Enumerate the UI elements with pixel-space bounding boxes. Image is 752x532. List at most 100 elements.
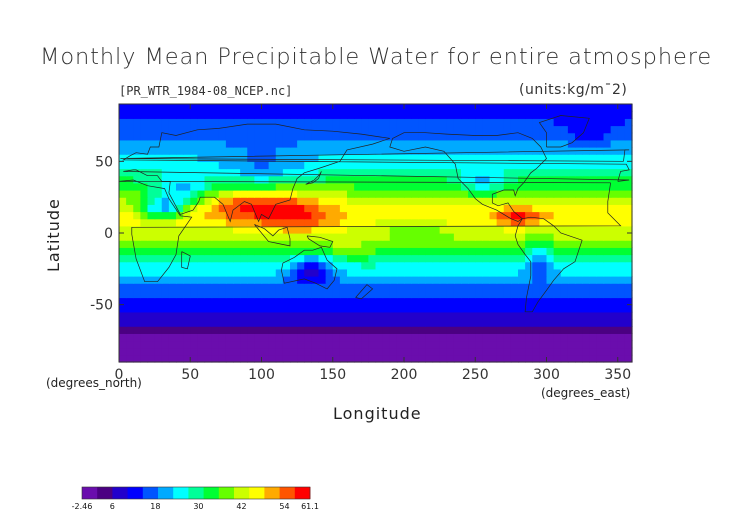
field-cell — [354, 132, 362, 141]
field-cell — [553, 161, 562, 170]
field-cell — [396, 311, 405, 320]
field-cell — [453, 354, 462, 363]
field-cell — [176, 261, 184, 270]
field-cell — [589, 147, 597, 155]
field-cell — [161, 240, 170, 248]
colorbar-swatch — [82, 487, 98, 499]
field-cell — [261, 168, 270, 177]
field-cell — [525, 182, 533, 191]
field-cell — [290, 147, 298, 155]
field-cell — [603, 354, 612, 363]
field-cell — [339, 283, 348, 291]
field-cell — [461, 254, 469, 263]
field-cell — [418, 247, 426, 256]
field-cell — [560, 240, 569, 248]
field-cell — [596, 333, 605, 342]
field-cell — [218, 118, 227, 127]
field-cell — [297, 240, 305, 248]
field-cell — [339, 139, 348, 148]
field-cell — [254, 268, 263, 277]
field-cell — [411, 104, 419, 112]
field-cell — [168, 247, 177, 256]
field-cell — [510, 354, 519, 363]
field-cell — [325, 104, 334, 112]
field-cell — [624, 104, 633, 112]
field-cell — [168, 190, 177, 198]
field-cell — [297, 340, 305, 349]
field-cell — [518, 118, 526, 127]
field-cell — [119, 240, 127, 248]
field-cell — [119, 132, 127, 141]
field-cell — [161, 161, 170, 170]
field-cell — [368, 304, 377, 313]
field-cell — [211, 297, 220, 306]
field-cell — [610, 111, 619, 119]
field-cell — [553, 276, 562, 284]
field-cell — [311, 333, 320, 342]
field-cell — [382, 175, 391, 184]
field-cell — [297, 283, 305, 291]
field-cell — [197, 175, 206, 184]
field-cell — [546, 125, 555, 134]
field-cell — [468, 182, 476, 191]
field-cell — [496, 240, 505, 248]
field-cell — [610, 276, 619, 284]
field-cell — [297, 347, 305, 356]
field-cell — [525, 204, 533, 213]
field-cell — [582, 132, 590, 141]
field-cell — [268, 333, 277, 342]
field-cell — [503, 211, 512, 220]
field-cell — [617, 340, 626, 349]
field-cell — [297, 168, 305, 177]
colorbar-swatch — [218, 487, 235, 499]
field-cell — [354, 311, 362, 320]
field-cell — [525, 190, 533, 198]
field-cell — [225, 154, 234, 162]
field-cell — [361, 247, 369, 256]
field-cell — [176, 182, 184, 191]
field-cell — [489, 333, 498, 342]
field-cell — [354, 247, 362, 256]
field-cell — [389, 333, 398, 342]
field-cell — [168, 276, 177, 284]
field-cell — [567, 304, 576, 313]
field-cell — [368, 254, 377, 263]
field-cell — [389, 240, 398, 248]
field-cell — [617, 247, 626, 256]
field-cell — [518, 104, 526, 112]
field-cell — [589, 247, 597, 256]
field-cell — [325, 175, 334, 184]
field-cell — [603, 204, 612, 213]
field-cell — [425, 290, 434, 299]
field-cell — [147, 111, 156, 119]
field-cell — [183, 197, 191, 205]
field-cell — [268, 204, 277, 213]
field-cell — [233, 218, 241, 227]
field-cell — [525, 261, 533, 270]
field-cell — [546, 290, 555, 299]
field-cell — [126, 297, 134, 306]
field-cell — [339, 240, 348, 248]
field-cell — [154, 268, 163, 277]
field-cell — [354, 354, 362, 363]
field-cell — [176, 276, 184, 284]
field-cell — [197, 319, 206, 327]
field-cell — [596, 139, 605, 148]
field-cell — [617, 261, 626, 270]
field-cell — [176, 125, 184, 134]
field-cell — [261, 175, 270, 184]
field-cell — [503, 268, 512, 277]
field-cell — [617, 182, 626, 191]
field-cell — [453, 218, 462, 227]
field-cell — [389, 132, 398, 141]
field-cell — [553, 204, 562, 213]
field-cell — [168, 197, 177, 205]
field-cell — [126, 132, 134, 141]
field-cell — [518, 268, 526, 277]
field-cell — [617, 304, 626, 313]
field-cell — [553, 233, 562, 241]
field-cell — [489, 125, 498, 134]
field-cell — [240, 154, 248, 162]
field-cell — [453, 204, 462, 213]
field-cell — [453, 340, 462, 349]
